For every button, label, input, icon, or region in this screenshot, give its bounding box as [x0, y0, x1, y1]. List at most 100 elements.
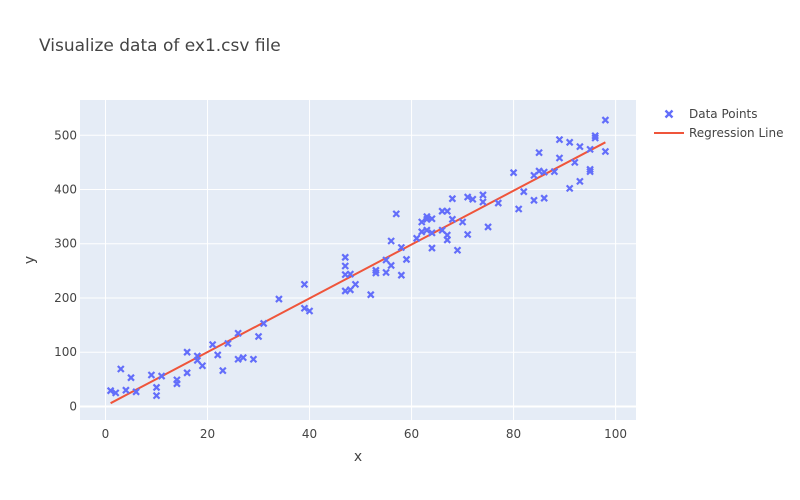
data-point[interactable]: [514, 205, 523, 213]
data-point[interactable]: [509, 168, 518, 177]
data-point[interactable]: [382, 268, 390, 277]
data-point[interactable]: [555, 154, 564, 162]
data-point[interactable]: [468, 195, 477, 204]
data-point[interactable]: [453, 246, 462, 255]
data-point[interactable]: [127, 373, 135, 382]
data-point[interactable]: [351, 280, 360, 289]
data-point[interactable]: [479, 191, 487, 199]
data-point[interactable]: [458, 218, 467, 226]
x-tick-label: 20: [200, 427, 215, 441]
data-point[interactable]: [122, 386, 130, 394]
data-point[interactable]: [423, 226, 431, 234]
data-point[interactable]: [601, 116, 610, 124]
data-point[interactable]: [565, 184, 574, 193]
data-point[interactable]: [183, 369, 191, 377]
data-point[interactable]: [346, 270, 355, 278]
data-point[interactable]: [152, 383, 161, 392]
data-point[interactable]: [443, 207, 452, 215]
data-point[interactable]: [397, 271, 406, 279]
data-point[interactable]: [601, 147, 610, 156]
data-point[interactable]: [417, 228, 426, 236]
data-point[interactable]: [555, 135, 564, 144]
data-point[interactable]: [208, 340, 217, 349]
data-point[interactable]: [157, 372, 166, 380]
data-point[interactable]: [484, 223, 492, 231]
data-point[interactable]: [249, 355, 258, 364]
data-point[interactable]: [300, 304, 309, 313]
data-point[interactable]: [254, 332, 263, 341]
data-point[interactable]: [463, 230, 472, 239]
data-point[interactable]: [234, 329, 242, 337]
data-point[interactable]: [530, 196, 538, 205]
data-point[interactable]: [193, 352, 202, 360]
data-point[interactable]: [571, 158, 579, 167]
data-point[interactable]: [305, 307, 314, 315]
data-point[interactable]: [346, 286, 355, 294]
data-point[interactable]: [213, 351, 222, 359]
data-point[interactable]: [117, 365, 125, 373]
data-point[interactable]: [448, 194, 457, 203]
data-point[interactable]: [520, 187, 528, 196]
data-point[interactable]: [366, 290, 375, 299]
data-point[interactable]: [392, 210, 401, 218]
data-point[interactable]: [417, 218, 426, 226]
data-point[interactable]: [234, 355, 242, 364]
legend-item-regression-line[interactable]: Regression Line: [654, 126, 783, 140]
data-point[interactable]: [219, 366, 227, 375]
data-point[interactable]: [183, 348, 191, 356]
data-point[interactable]: [535, 148, 543, 157]
data-point[interactable]: [152, 391, 161, 400]
data-point[interactable]: [565, 138, 574, 147]
data-point[interactable]: [494, 199, 503, 207]
data-point[interactable]: [412, 234, 421, 243]
data-point[interactable]: [448, 215, 457, 224]
data-point[interactable]: [479, 198, 487, 206]
data-point[interactable]: [576, 142, 584, 151]
data-point[interactable]: [591, 134, 599, 142]
data-point[interactable]: [591, 132, 599, 140]
data-point[interactable]: [387, 237, 395, 245]
data-point[interactable]: [341, 287, 350, 295]
data-point[interactable]: [372, 269, 380, 277]
data-point[interactable]: [402, 255, 411, 264]
data-point[interactable]: [198, 361, 207, 370]
data-point[interactable]: [428, 244, 436, 252]
data-point[interactable]: [173, 379, 181, 388]
data-series: [106, 116, 610, 405]
data-point[interactable]: [586, 165, 594, 174]
data-point[interactable]: [132, 388, 140, 396]
data-point[interactable]: [428, 229, 436, 237]
data-point[interactable]: [382, 256, 390, 264]
data-point[interactable]: [586, 145, 594, 154]
data-point[interactable]: [397, 243, 406, 252]
data-point[interactable]: [300, 280, 309, 289]
data-point[interactable]: [550, 167, 559, 176]
data-point[interactable]: [535, 167, 543, 175]
data-point[interactable]: [428, 215, 436, 223]
y-tick-label: 300: [54, 237, 77, 251]
plot-area[interactable]: [80, 100, 636, 420]
data-point[interactable]: [341, 262, 350, 270]
y-tick-label: 500: [54, 128, 77, 142]
data-point[interactable]: [540, 168, 548, 176]
data-point[interactable]: [106, 386, 115, 395]
data-point[interactable]: [275, 295, 283, 303]
data-point[interactable]: [443, 236, 452, 244]
data-point[interactable]: [147, 371, 156, 379]
data-point[interactable]: [341, 253, 350, 262]
legend-item-data-points[interactable]: Data Points: [664, 107, 758, 121]
regression-line: [110, 141, 606, 405]
data-point[interactable]: [463, 193, 472, 201]
data-point[interactable]: [239, 353, 248, 362]
data-point[interactable]: [259, 319, 268, 328]
data-point[interactable]: [111, 389, 120, 397]
x-tick-label: 40: [302, 427, 317, 441]
data-point[interactable]: [586, 167, 594, 176]
data-point[interactable]: [224, 339, 232, 348]
data-point[interactable]: [387, 261, 395, 270]
data-point[interactable]: [423, 212, 431, 221]
data-point[interactable]: [576, 177, 584, 186]
y-tick-label: 200: [54, 291, 77, 305]
data-point[interactable]: [540, 194, 548, 202]
